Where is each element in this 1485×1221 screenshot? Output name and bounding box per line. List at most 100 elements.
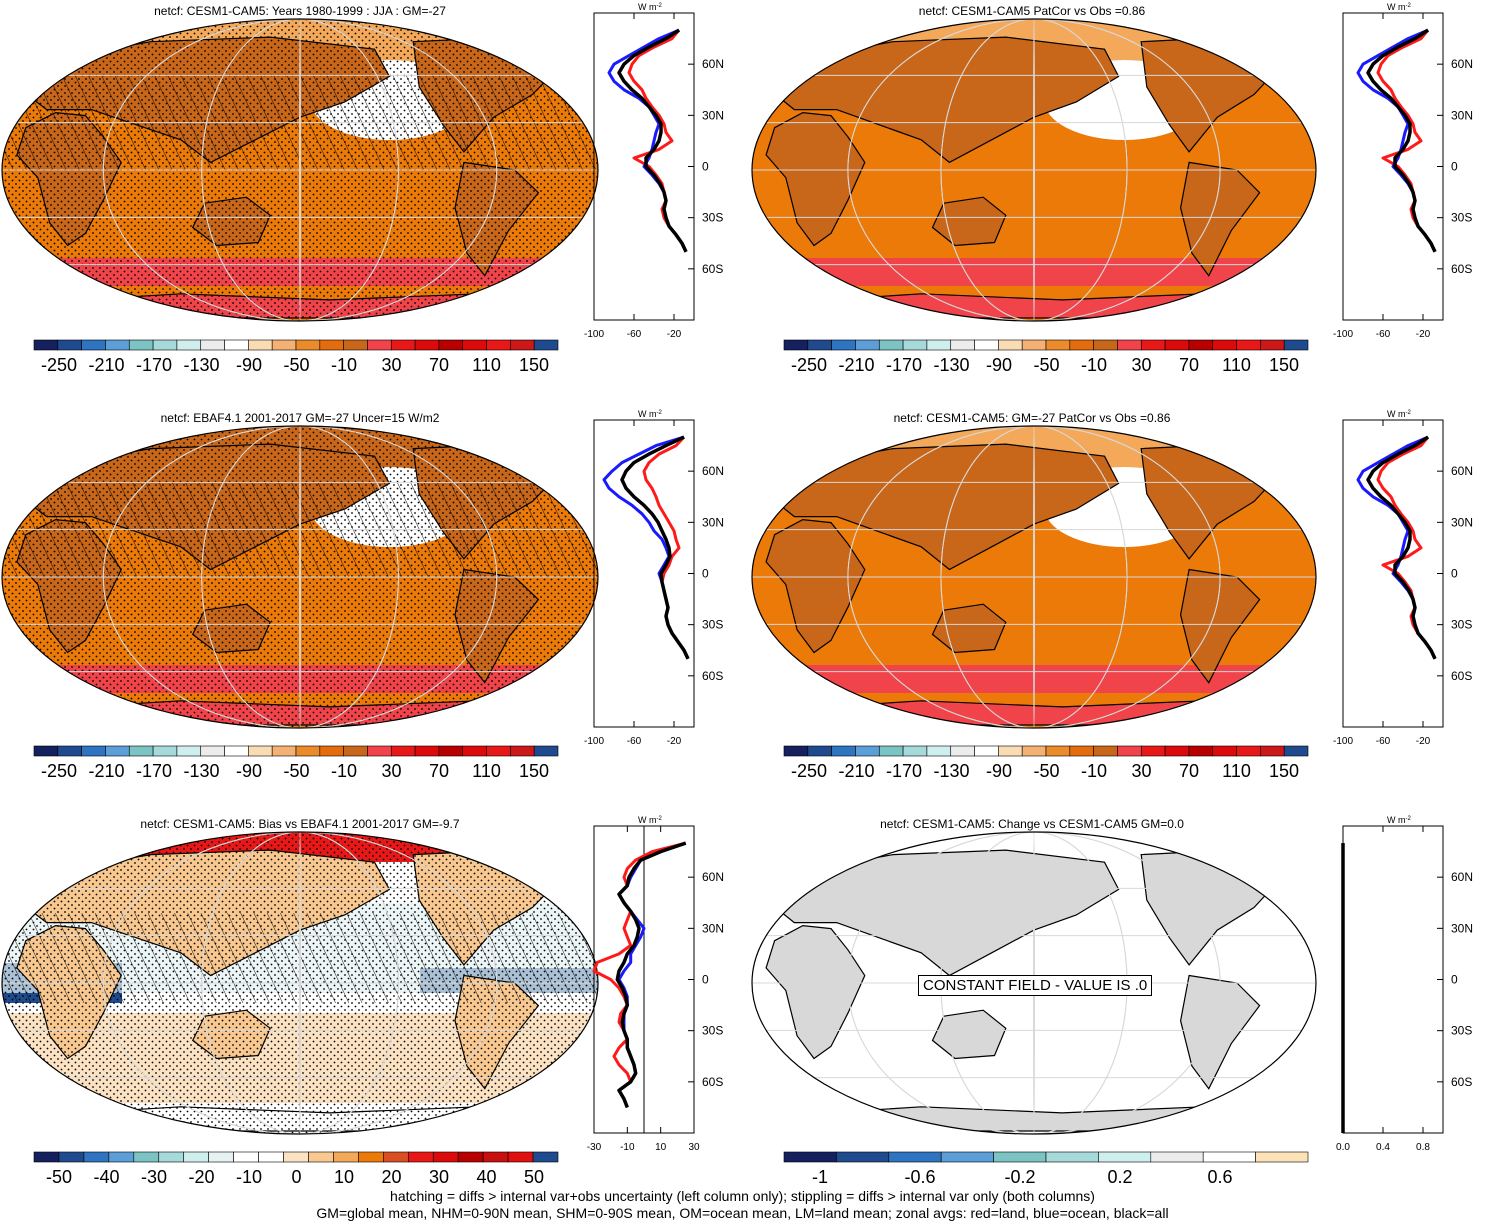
colorbar-swatch [486,745,511,757]
colorbar-swatch [1093,745,1118,757]
colorbar-label: -90 [236,355,262,375]
panel2-title: netcf: CESM1-CAM5 PatCor vs Obs =0.86 [918,4,1146,18]
colorbar-swatch [1140,339,1166,351]
panel4-title: netcf: CESM1-CAM5: GM=-27 PatCor vs Obs … [893,411,1171,425]
colorbar-swatch [486,339,511,351]
colorbar-swatch [414,339,440,351]
colorbar-swatch [1164,339,1190,351]
colorbar-swatch [974,339,999,351]
colorbar-label: -10 [331,355,357,375]
zonal-unit-exponent: -2 [657,3,663,9]
zonal-unit-label: W m-2 [1387,815,1411,825]
colorbar-swatch [158,1151,185,1163]
zonal-ytick-label: 30N [1451,108,1473,122]
zonal-plot-5: 60N 30N 0 30S 60S -30 -10 10 30 W m-2 [587,815,724,1153]
colorbar-label: 70 [429,355,449,375]
colorbar-swatch [902,339,928,351]
panel-6: -1 -0.6 -0.2 0.2 0.6 60N 30N 0 30S 60S 0.0 0.4 0.8 W … [751,815,1473,1187]
zonal-xtick-label: 0.8 [1416,1142,1430,1153]
panel1-title: netcf: CESM1-CAM5: Years 1980-1999 : JJA… [154,4,446,18]
zonal-series-land [627,29,688,253]
zonal-ytick-label: 30N [702,515,724,529]
colorbar-swatch [950,745,975,757]
colorbar-swatch [993,1151,1047,1163]
longitude-gridline [299,19,301,321]
zonal-plot-2: 60N 30N 0 30S 60S -100 -60 -20 W m-2 [1333,2,1473,340]
longitude-gridline [940,19,1128,321]
longitude-gridline [102,832,498,1134]
colorbar-label: -10 [1081,761,1107,781]
zonal-ytick-label: 0 [1451,567,1458,581]
zonal-unit-label: W m-2 [638,815,662,825]
colorbar-swatch [128,745,154,757]
zonal-ytick-label: 30N [702,108,724,122]
zonal-xtick-label: 10 [655,1142,667,1153]
map-3 [2,426,598,728]
zonal-ytick-label: 60S [702,1075,723,1089]
colorbar-label: -10 [1081,355,1107,375]
colorbar-label: -90 [986,355,1012,375]
colorbar-swatch [33,339,59,351]
panel5-title: netcf: CESM1-CAM5: Bias vs EBAF4.1 2001-… [140,817,460,831]
colorbar-swatch [783,745,809,757]
colorbar-swatch [1188,745,1214,757]
colorbar-label: 70 [1179,355,1199,375]
zonal-plot-3: 60N 30N 0 30S 60S -100 -60 -20 W m-2 [584,409,724,747]
panel-1: -250 -210 -170 -130 -90 -50 -10 30 70 110 150 60N 30… [1,2,724,375]
continent-australia [931,1009,1007,1060]
colorbar-swatch [295,745,321,757]
colorbar-label: -250 [41,761,77,781]
map-5 [2,832,598,1134]
colorbar-swatch [224,339,249,351]
map-border [1,831,599,1135]
zonal-ytick-label: 30N [1451,515,1473,529]
colorbar-swatch [271,339,297,351]
zonal-unit-exponent: -2 [1406,3,1412,9]
longitude-gridline [847,426,1221,728]
colorbar-swatch [133,1151,160,1163]
zonal-xtick-label: -100 [1333,736,1353,747]
colorbar-swatch [407,1151,434,1163]
colorbar-swatch [1260,745,1285,757]
colorbar-swatch [1093,339,1118,351]
continent-samerica [1179,161,1261,277]
colorbar-swatch [783,339,809,351]
colorbar-label: 0 [291,1167,301,1187]
colorbar-swatch [926,745,952,757]
colorbar-swatch [105,339,130,351]
colorbar-label: 50 [524,1167,544,1187]
zonal-xtick-label: 0.0 [1336,1142,1350,1153]
colorbar-swatch [1188,339,1214,351]
map-border [751,18,1317,322]
colorbar-label: -50 [283,355,309,375]
colorbar-label: 40 [476,1167,496,1187]
zonal-ytick-label: 60N [702,464,724,478]
colorbar-swatch [462,745,487,757]
colorbar-swatch [308,1151,334,1163]
colorbar-swatch [807,745,832,757]
zonal-ytick-label: 60S [702,262,723,276]
colorbar-swatch [1045,339,1071,351]
colorbar-label: -20 [188,1167,214,1187]
zonal-ytick-label: 0 [702,973,709,987]
colorbar-swatch [319,745,344,757]
colorbar-swatch [333,1151,359,1163]
colorbar-swatch [1021,745,1047,757]
zonal-unit-exponent: -2 [657,816,663,822]
colorbar-label: 30 [381,355,401,375]
colorbar-swatch [1150,1151,1204,1163]
colorbar-swatch [200,745,225,757]
zonal-xtick-label: 0.4 [1376,1142,1390,1153]
zonal-ytick-label: 30S [702,1024,723,1038]
colorbar-swatch [438,745,464,757]
map-border [751,831,1317,1135]
colorbar-swatch [343,745,368,757]
colorbar-swatch [855,745,880,757]
colorbar-label: -170 [136,761,172,781]
colorbar-label: 30 [1131,761,1151,781]
zonal-ytick-label: 30S [1451,618,1472,632]
zonal-xtick-label: -20 [667,736,682,747]
panel3-title: netcf: EBAF4.1 2001-2017 GM=-27 Uncer=15… [160,411,440,425]
colorbar-swatch [1098,1151,1152,1163]
